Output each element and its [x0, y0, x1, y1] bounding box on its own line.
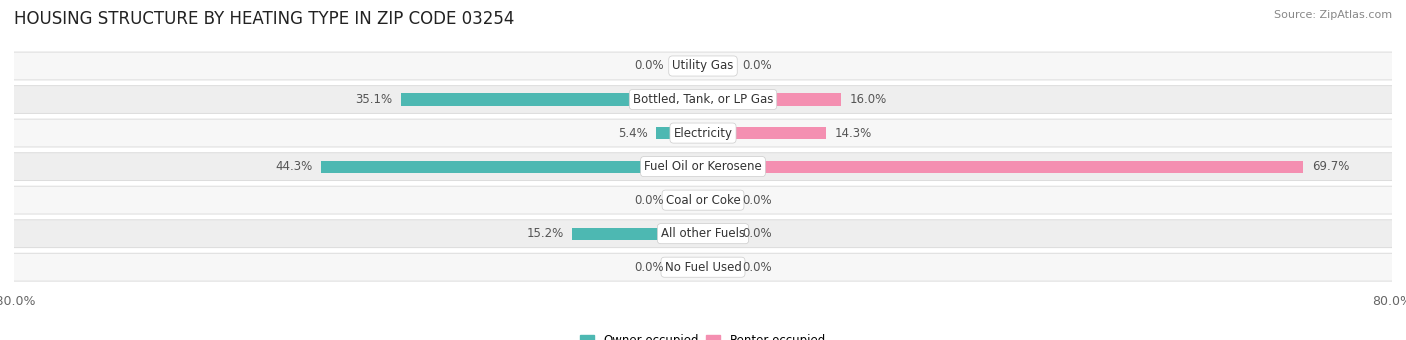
Text: 0.0%: 0.0% [742, 261, 772, 274]
Bar [703, 94, 841, 105]
FancyBboxPatch shape [10, 253, 1396, 282]
FancyBboxPatch shape [11, 254, 1395, 280]
Text: Electricity: Electricity [673, 126, 733, 139]
Text: 0.0%: 0.0% [634, 194, 664, 207]
Text: 0.0%: 0.0% [634, 261, 664, 274]
Text: 35.1%: 35.1% [354, 93, 392, 106]
Text: 14.3%: 14.3% [835, 126, 872, 139]
Text: 0.0%: 0.0% [742, 194, 772, 207]
FancyBboxPatch shape [10, 52, 1396, 81]
Bar [673, 60, 703, 72]
FancyBboxPatch shape [11, 53, 1395, 80]
Text: 15.2%: 15.2% [526, 227, 564, 240]
Bar [401, 94, 703, 105]
Bar [703, 228, 733, 240]
Bar [572, 228, 703, 240]
Text: Fuel Oil or Kerosene: Fuel Oil or Kerosene [644, 160, 762, 173]
FancyBboxPatch shape [10, 152, 1396, 181]
Text: Utility Gas: Utility Gas [672, 59, 734, 72]
FancyBboxPatch shape [10, 85, 1396, 114]
FancyBboxPatch shape [10, 219, 1396, 248]
Bar [657, 127, 703, 139]
Bar [322, 160, 703, 173]
Text: No Fuel Used: No Fuel Used [665, 261, 741, 274]
FancyBboxPatch shape [10, 186, 1396, 215]
Text: 0.0%: 0.0% [742, 227, 772, 240]
Text: Bottled, Tank, or LP Gas: Bottled, Tank, or LP Gas [633, 93, 773, 106]
Bar [703, 60, 733, 72]
FancyBboxPatch shape [11, 86, 1395, 113]
Text: 44.3%: 44.3% [276, 160, 314, 173]
FancyBboxPatch shape [11, 153, 1395, 180]
Text: 0.0%: 0.0% [742, 59, 772, 72]
Bar [703, 160, 1303, 173]
Text: 69.7%: 69.7% [1312, 160, 1350, 173]
Legend: Owner-occupied, Renter-occupied: Owner-occupied, Renter-occupied [575, 329, 831, 340]
Text: 5.4%: 5.4% [619, 126, 648, 139]
Bar [673, 194, 703, 206]
Text: 0.0%: 0.0% [634, 59, 664, 72]
Text: Source: ZipAtlas.com: Source: ZipAtlas.com [1274, 10, 1392, 20]
Bar [703, 194, 733, 206]
Bar [673, 261, 703, 273]
Bar [703, 127, 827, 139]
Text: HOUSING STRUCTURE BY HEATING TYPE IN ZIP CODE 03254: HOUSING STRUCTURE BY HEATING TYPE IN ZIP… [14, 10, 515, 28]
FancyBboxPatch shape [11, 120, 1395, 147]
Bar [703, 261, 733, 273]
FancyBboxPatch shape [11, 220, 1395, 247]
Text: All other Fuels: All other Fuels [661, 227, 745, 240]
FancyBboxPatch shape [11, 187, 1395, 214]
Text: 16.0%: 16.0% [849, 93, 887, 106]
FancyBboxPatch shape [10, 119, 1396, 148]
Text: Coal or Coke: Coal or Coke [665, 194, 741, 207]
